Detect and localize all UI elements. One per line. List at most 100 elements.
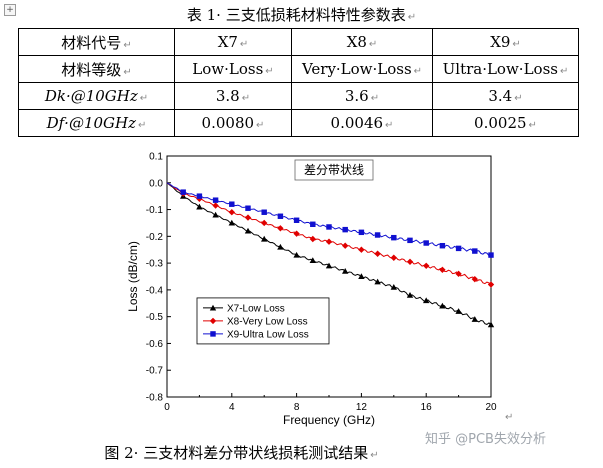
data-point — [325, 262, 333, 269]
data-point — [472, 248, 478, 254]
data-point — [293, 251, 300, 258]
data-point — [261, 219, 268, 227]
table-cell: Dk·@10GHz ↵ — [18, 82, 175, 110]
data-point — [374, 232, 381, 238]
data-point — [406, 258, 414, 265]
data-point — [487, 321, 495, 328]
table-caption: 表 1· 三支低损耗材料特性参数表 ↵ — [0, 4, 603, 25]
y-tick-label: -0.6 — [146, 339, 164, 350]
data-point — [180, 189, 186, 195]
data-point — [358, 273, 365, 280]
y-tick-label: -0.2 — [146, 232, 164, 243]
table-cell: 3.4 ↵ — [432, 82, 579, 110]
data-point — [358, 229, 365, 236]
data-point — [277, 225, 284, 232]
data-point — [390, 254, 397, 261]
figure-caption: 图 2· 三支材料差分带状线损耗测试结果 ↵ — [0, 442, 543, 463]
y-tick-label: -0.7 — [146, 366, 164, 377]
data-point — [342, 226, 348, 233]
data-point — [487, 281, 495, 288]
data-point — [439, 242, 446, 249]
x-tick-label: 8 — [294, 402, 300, 413]
watermark: 知乎 @PCB失效分析 — [425, 432, 546, 447]
data-point — [244, 227, 252, 234]
legend-label: X8-Very Low Loss — [227, 316, 308, 327]
data-point — [342, 242, 349, 249]
chart-title-box — [294, 159, 374, 181]
table-cell: Very·Low·Loss ↵ — [291, 55, 433, 83]
y-axis-label: Loss (dB/cm) — [126, 241, 140, 312]
data-point — [439, 266, 446, 274]
y-tick-label: -0.5 — [146, 312, 164, 323]
table-cell: Df·@10GHz ↵ — [18, 109, 175, 137]
y-tick-label: -0.1 — [146, 205, 164, 216]
table-row: Df·@10GHz ↵ 0.0080 ↵ 0.0046 ↵ 0.0025 ↵ — [18, 109, 579, 137]
legend-marker — [209, 304, 217, 311]
data-point — [212, 197, 219, 203]
table-move-handle-icon[interactable]: + — [4, 4, 16, 16]
data-point — [245, 205, 251, 211]
table-cell: 0.0080 ↵ — [174, 109, 292, 137]
data-point — [406, 292, 414, 298]
legend-marker — [210, 331, 216, 337]
data-point — [455, 308, 462, 314]
legend-label: X7-Low Loss — [227, 303, 285, 314]
data-point — [212, 202, 219, 209]
x-tick-label: 0 — [164, 402, 170, 413]
data-point — [293, 217, 300, 223]
table-caption-text: 表 1· 三支低损耗材料特性参数表 — [186, 6, 406, 24]
data-point — [228, 219, 235, 226]
data-point — [391, 234, 397, 241]
data-point — [196, 193, 203, 199]
table-cell: X9 ↵ — [432, 28, 579, 56]
table-cell: 0.0046 ↵ — [291, 109, 433, 137]
x-tick-label: 20 — [485, 402, 497, 413]
data-point — [277, 213, 284, 219]
data-point — [293, 230, 300, 237]
chart-title: 差分带状线 — [304, 163, 364, 177]
data-point — [342, 267, 349, 274]
data-point — [423, 297, 430, 304]
data-point — [261, 235, 268, 242]
data-point — [196, 203, 203, 210]
table-row: Dk·@10GHz ↵ 3.8 ↵ 3.6 ↵ 3.4 ↵ — [18, 82, 579, 110]
y-tick-label: -0.3 — [146, 259, 164, 270]
data-point — [310, 221, 316, 228]
data-point — [244, 214, 252, 221]
paragraph-mark-icon: ↵ — [370, 450, 379, 461]
data-point — [374, 278, 381, 285]
data-point — [407, 237, 413, 244]
table-cell: 0.0025 ↵ — [432, 109, 579, 137]
figure-caption-text: 图 2· 三支材料差分带状线损耗测试结果 — [104, 444, 369, 462]
data-point — [212, 211, 219, 218]
data-point — [390, 284, 397, 290]
y-tick-label: 0.0 — [149, 178, 163, 189]
data-point — [358, 246, 365, 253]
material-table: 材料代号 ↵ X7 ↵ X8 ↵ X9 ↵ 材料等级 ↵ Low·Loss ↵ Very·L… — [18, 28, 579, 137]
table-cell: X8 ↵ — [291, 28, 433, 56]
data-point — [325, 238, 333, 245]
data-point — [423, 262, 430, 269]
data-point — [229, 201, 235, 207]
data-point — [309, 257, 316, 263]
data-point — [455, 270, 462, 278]
plot-frame — [166, 155, 492, 398]
y-tick-label: -0.4 — [146, 285, 164, 296]
paragraph-mark-icon: ↵ — [407, 12, 417, 23]
data-point — [471, 275, 478, 283]
table-cell: 3.6 ↵ — [291, 82, 433, 110]
data-point — [261, 209, 267, 215]
x-axis-label: Frequency (GHz) — [283, 413, 375, 427]
paragraph-mark-icon: ↵ — [505, 412, 513, 423]
data-point — [423, 240, 429, 246]
data-point — [439, 302, 446, 309]
legend-label: X9-Ultra Low Loss — [227, 329, 309, 340]
table-cell: 材料等级 ↵ — [18, 55, 175, 83]
data-point — [455, 245, 462, 252]
data-point — [309, 235, 316, 243]
data-point — [228, 209, 235, 216]
y-tick-label: -0.8 — [146, 393, 164, 404]
data-point — [277, 243, 284, 250]
x-tick-label: 12 — [356, 402, 368, 413]
